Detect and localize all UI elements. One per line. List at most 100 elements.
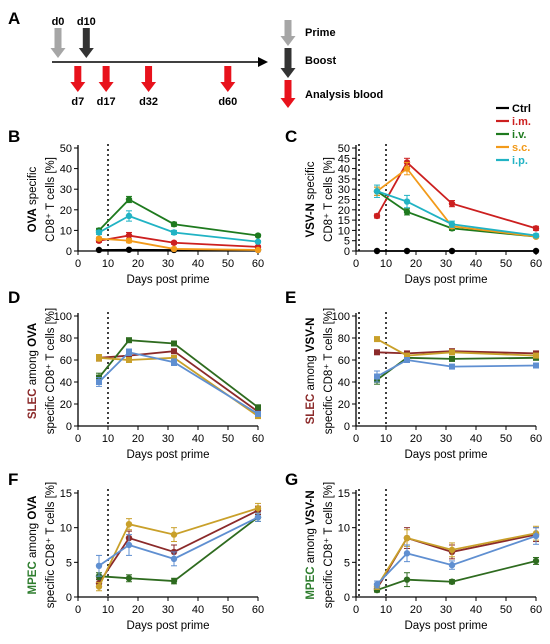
x-tick-label: 20 xyxy=(132,433,144,445)
y-tick-label: 10 xyxy=(60,225,72,237)
panel-letter-A: A xyxy=(8,9,20,28)
y-tick-label: 80 xyxy=(60,333,72,345)
series-Ctrl xyxy=(374,248,539,254)
y-axis-label-line2: specific CD8⁺ T cells [%] xyxy=(323,482,335,608)
data-point-i.p. xyxy=(533,232,539,238)
panel-letter-D: D xyxy=(8,288,20,307)
data-point-s.c. xyxy=(449,349,455,355)
y-axis-label-line1: OVA specific xyxy=(27,166,39,232)
x-axis-label: Days post prime xyxy=(126,620,209,632)
series-line-s.c. xyxy=(99,358,258,416)
y-tick-label: 15 xyxy=(60,488,72,500)
data-point-i.p. xyxy=(96,563,102,569)
y-tick-label: 30 xyxy=(338,184,350,196)
data-point-i.p. xyxy=(255,514,261,520)
y-label-mid: among xyxy=(305,525,317,567)
data-point-s.c. xyxy=(126,357,132,363)
y-tick-label: 15 xyxy=(338,215,350,227)
x-tick-label: 30 xyxy=(162,433,174,445)
data-point-s.c. xyxy=(404,165,410,171)
legend-prime-label: Prime xyxy=(305,27,336,39)
data-point-i.v. xyxy=(171,578,177,584)
x-tick-label: 50 xyxy=(222,433,234,445)
series-line-i.p. xyxy=(99,517,258,566)
data-point-i.p. xyxy=(449,562,455,568)
y-tick-label: 0 xyxy=(66,246,72,258)
y-tick-label: 20 xyxy=(60,205,72,217)
x-tick-label: 60 xyxy=(530,604,542,616)
analysis-arrow-d32 xyxy=(141,66,156,92)
legend-label-s.c.: s.c. xyxy=(512,142,530,154)
legend-analysis-label: Analysis blood xyxy=(305,89,383,101)
y-tick-label: 0 xyxy=(66,592,72,604)
x-tick-label: 10 xyxy=(102,258,114,270)
timeline-label-d32: d32 xyxy=(139,96,158,108)
series-line-i.p. xyxy=(377,360,536,377)
series-line-s.c. xyxy=(377,169,536,237)
legend-prime-arrow xyxy=(281,20,296,46)
data-point-s.c. xyxy=(374,336,380,342)
data-point-i.p. xyxy=(126,542,132,548)
panel-letter-C: C xyxy=(285,127,297,146)
y-label-mid: among xyxy=(27,347,39,389)
series-s.c. xyxy=(374,336,539,359)
data-point-s.c. xyxy=(255,505,261,511)
data-point-i.p. xyxy=(126,213,132,219)
series-line-i.v. xyxy=(99,200,258,236)
x-tick-label: 40 xyxy=(470,258,482,270)
data-point-i.p. xyxy=(126,349,132,355)
panel-letter-B: B xyxy=(8,127,20,146)
y-tick-label: 0 xyxy=(66,421,72,433)
x-tick-label: 40 xyxy=(470,433,482,445)
y-label-antigen: OVA xyxy=(27,323,39,347)
data-point-Ctrl xyxy=(449,248,455,254)
x-tick-label: 60 xyxy=(252,604,264,616)
data-point-i.p. xyxy=(374,581,380,587)
x-tick-label: 0 xyxy=(75,258,81,270)
data-point-i.v. xyxy=(126,575,132,581)
data-point-i.p. xyxy=(255,411,261,417)
x-axis-label: Days post prime xyxy=(404,274,487,286)
timeline-label-d17: d17 xyxy=(97,96,116,108)
y-tick-label: 35 xyxy=(338,174,350,186)
panel-letter-E: E xyxy=(285,288,296,307)
series-line-s.c. xyxy=(99,239,258,250)
data-point-i.m. xyxy=(449,200,455,206)
x-tick-label: 60 xyxy=(530,258,542,270)
data-point-s.c. xyxy=(449,547,455,553)
legend-analysis-arrow xyxy=(281,80,296,108)
data-point-i.m. xyxy=(533,225,539,231)
y-axis-label-line2: CD8⁺ T cells [%] xyxy=(45,157,57,242)
x-tick-label: 10 xyxy=(380,604,392,616)
series-i.v. xyxy=(96,513,261,584)
data-point-s.c. xyxy=(255,247,261,253)
legend-label-i.v.: i.v. xyxy=(512,129,526,141)
y-axis-label-line2: specific CD8⁺ T cells [%] xyxy=(45,308,57,434)
analysis-arrow-d17 xyxy=(99,66,114,92)
x-tick-label: 50 xyxy=(500,604,512,616)
x-tick-label: 40 xyxy=(470,604,482,616)
data-point-i.v. xyxy=(449,579,455,585)
y-label-mid: among xyxy=(27,520,39,562)
y-tick-label: 25 xyxy=(338,195,350,207)
y-axis-label-line2: specific CD8⁺ T cells [%] xyxy=(45,482,57,608)
y-tick-label: 40 xyxy=(60,164,72,176)
x-tick-label: 40 xyxy=(192,258,204,270)
y-tick-label: 60 xyxy=(60,355,72,367)
series-i.p. xyxy=(374,357,539,382)
x-tick-label: 30 xyxy=(440,258,452,270)
x-tick-label: 20 xyxy=(410,604,422,616)
x-tick-label: 20 xyxy=(132,258,144,270)
y-axis-label-line2: specific CD8⁺ T cells [%] xyxy=(323,308,335,434)
y-tick-label: 45 xyxy=(338,153,350,165)
x-tick-label: 0 xyxy=(353,604,359,616)
y-label-antigen: OVA xyxy=(27,496,39,520)
prime-arrow-d0 xyxy=(51,28,66,58)
y-label-prefix: SLEC xyxy=(27,388,39,419)
data-point-i.p. xyxy=(449,221,455,227)
x-tick-label: 0 xyxy=(353,433,359,445)
series-i.p. xyxy=(374,185,539,239)
y-axis-label-line1: SLEC among OVA xyxy=(27,323,39,419)
